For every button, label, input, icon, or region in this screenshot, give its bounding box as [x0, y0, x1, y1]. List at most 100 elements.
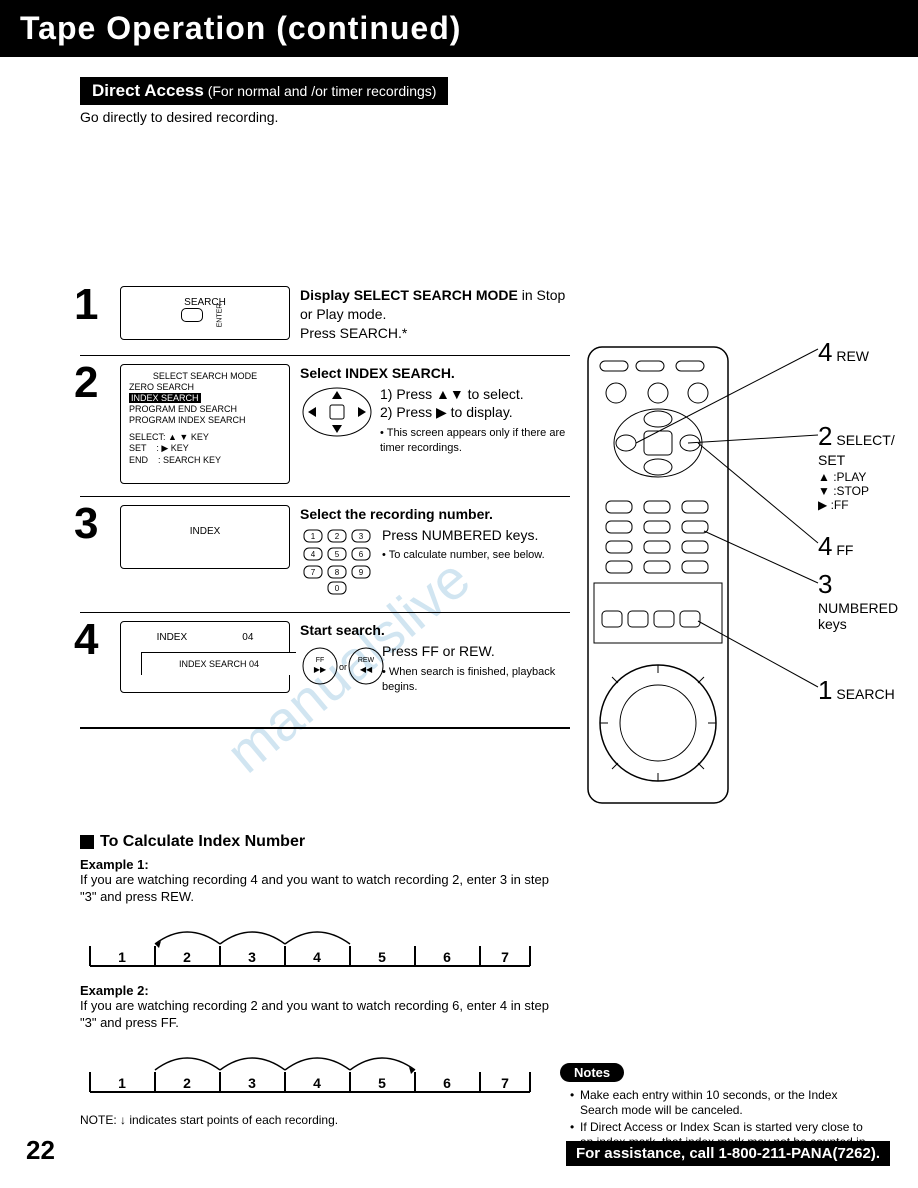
step-1: 1 SEARCH ENTER Display SELECT SEARCH MOD…: [80, 278, 570, 355]
display-item-2: PROGRAM END SEARCH: [129, 404, 281, 414]
ff-rew-icon: FF ▶▶ REW ◀◀ or: [300, 642, 376, 695]
enter-button-icon: [181, 308, 203, 322]
step-4-display: INDEX 04 INDEX SEARCH 04: [120, 621, 290, 693]
svg-text:2: 2: [335, 532, 340, 541]
svg-text:9: 9: [359, 568, 364, 577]
number-line-2: 123 4567: [80, 1044, 550, 1103]
svg-text:5: 5: [378, 1075, 386, 1091]
notes-pill: Notes: [560, 1063, 624, 1082]
callout-label: FF: [836, 542, 853, 558]
step-3-body: Press NUMBERED keys.: [382, 527, 538, 543]
callout-label: SEARCH: [836, 686, 894, 702]
ex1-label: Example 1:: [80, 857, 550, 872]
index-label: INDEX: [190, 526, 221, 537]
callout-sub: ▲ :PLAY: [818, 470, 895, 484]
callout-sub: ▼ :STOP: [818, 484, 895, 498]
svg-text:6: 6: [359, 550, 364, 559]
display-footer-2: END : SEARCH KEY: [129, 455, 281, 465]
square-bullet-icon: [80, 835, 94, 849]
step-4-num: 4: [74, 615, 98, 665]
svg-text:▶▶: ▶▶: [314, 665, 327, 674]
svg-text:FF: FF: [316, 657, 325, 664]
display-item-0: ZERO SEARCH: [129, 382, 281, 392]
svg-text:4: 4: [311, 550, 316, 559]
callout-num: 1: [818, 675, 832, 705]
step-3: 3 INDEX Select the recording number.: [80, 496, 570, 613]
calc-section: To Calculate Index Number Example 1: If …: [80, 833, 550, 1127]
step-2-title: Select INDEX SEARCH.: [300, 365, 455, 381]
callout-label: REW: [836, 348, 869, 364]
svg-text:7: 7: [311, 568, 316, 577]
section-header: Direct Access (For normal and /or timer …: [80, 77, 448, 105]
svg-text:2: 2: [183, 949, 191, 965]
remote-icon: [580, 343, 740, 813]
svg-text:4: 4: [313, 949, 321, 965]
svg-text:◀◀: ◀◀: [360, 665, 373, 674]
svg-text:7: 7: [501, 949, 509, 965]
step-1-num: 1: [74, 280, 98, 330]
svg-text:5: 5: [378, 949, 386, 965]
svg-text:1: 1: [311, 532, 316, 541]
ex2-label: Example 2:: [80, 983, 550, 998]
numpad-icon: 123 456 789 0: [300, 526, 376, 601]
arrow-nav-icon: [300, 385, 374, 456]
svg-text:2: 2: [183, 1075, 191, 1091]
callout-select: 2 SELECT/ SET ▲ :PLAY ▼ :STOP ▶ :FF: [818, 421, 895, 512]
svg-text:6: 6: [443, 949, 451, 965]
svg-text:5: 5: [335, 550, 340, 559]
steps-column: 1 SEARCH ENTER Display SELECT SEARCH MOD…: [80, 278, 570, 739]
callout-num: 4: [818, 531, 832, 561]
step-2: 2 SELECT SEARCH MODE ZERO SEARCH INDEX S…: [80, 355, 570, 496]
callout-sub: ▶ :FF: [818, 498, 895, 512]
step-2-display: SELECT SEARCH MODE ZERO SEARCH INDEX SEA…: [120, 364, 290, 484]
step-2-bullet: This screen appears only if there are ti…: [380, 427, 565, 454]
page-title: Tape Operation (continued): [0, 0, 918, 57]
display-item-3: PROGRAM INDEX SEARCH: [129, 415, 281, 425]
step-3-num: 3: [74, 499, 98, 549]
index-label-4: INDEX: [157, 632, 188, 643]
index-search-label: INDEX SEARCH 04: [141, 652, 296, 675]
section-intro: Go directly to desired recording.: [80, 109, 918, 125]
svg-text:0: 0: [335, 584, 340, 593]
display-footer-0: SELECT: ▲ ▼ KEY: [129, 432, 281, 442]
calc-note: NOTE: ↓ indicates start points of each r…: [80, 1113, 550, 1127]
callout-num: 4: [818, 337, 832, 367]
svg-text:4: 4: [313, 1075, 321, 1091]
calc-title: To Calculate Index Number: [80, 833, 550, 851]
step-2-body1: 1) Press ▲▼ to select.: [380, 386, 524, 402]
svg-text:or: or: [339, 662, 347, 672]
svg-text:8: 8: [335, 568, 340, 577]
section-header-bold: Direct Access: [92, 81, 204, 100]
page-number: 22: [26, 1135, 55, 1166]
callout-search: 1 SEARCH: [818, 675, 895, 706]
assistance-bar: For assistance, call 1-800-211-PANA(7262…: [566, 1141, 890, 1166]
section-header-rest: (For normal and /or timer recordings): [208, 83, 437, 99]
svg-text:3: 3: [248, 1075, 256, 1091]
svg-text:REW: REW: [358, 657, 375, 664]
svg-text:1: 1: [118, 949, 126, 965]
svg-text:6: 6: [443, 1075, 451, 1091]
callout-label: NUMBERED keys: [818, 600, 898, 632]
ex1-text: If you are watching recording 4 and you …: [80, 872, 550, 906]
step-4-bullet: When search is finished, playback begins…: [382, 666, 555, 693]
step-1-title: Display SELECT SEARCH MODE: [300, 287, 518, 303]
step-3-title: Select the recording number.: [300, 506, 493, 522]
svg-text:7: 7: [501, 1075, 509, 1091]
enter-text: ENTER: [216, 303, 223, 327]
step-4-body: Press FF or REW.: [382, 643, 495, 659]
index-value-4: 04: [242, 632, 253, 643]
step-4: 4 INDEX 04 INDEX SEARCH 04 Start search.: [80, 612, 570, 707]
remote-diagram: 4 REW 2 SELECT/ SET ▲ :PLAY ▼ :STOP ▶ :F…: [580, 343, 900, 813]
callout-num: 2: [818, 421, 832, 451]
step-1-display: SEARCH ENTER: [120, 286, 290, 340]
step-3-bullet: To calculate number, see below.: [389, 549, 545, 561]
callout-numbered: 3 NUMBERED keys: [818, 569, 898, 632]
notes-item: Make each entry within 10 seconds, or th…: [570, 1088, 870, 1118]
callout-rew: 4 REW: [818, 337, 869, 368]
step-2-body2: 2) Press ▶ to display.: [380, 404, 513, 420]
calc-title-text: To Calculate Index Number: [100, 833, 305, 850]
callout-ff: 4 FF: [818, 531, 853, 562]
display-footer-1: SET : ▶ KEY: [129, 443, 281, 454]
number-line-1: 1 2 3 4 5 6 7: [80, 918, 550, 977]
svg-text:3: 3: [248, 949, 256, 965]
